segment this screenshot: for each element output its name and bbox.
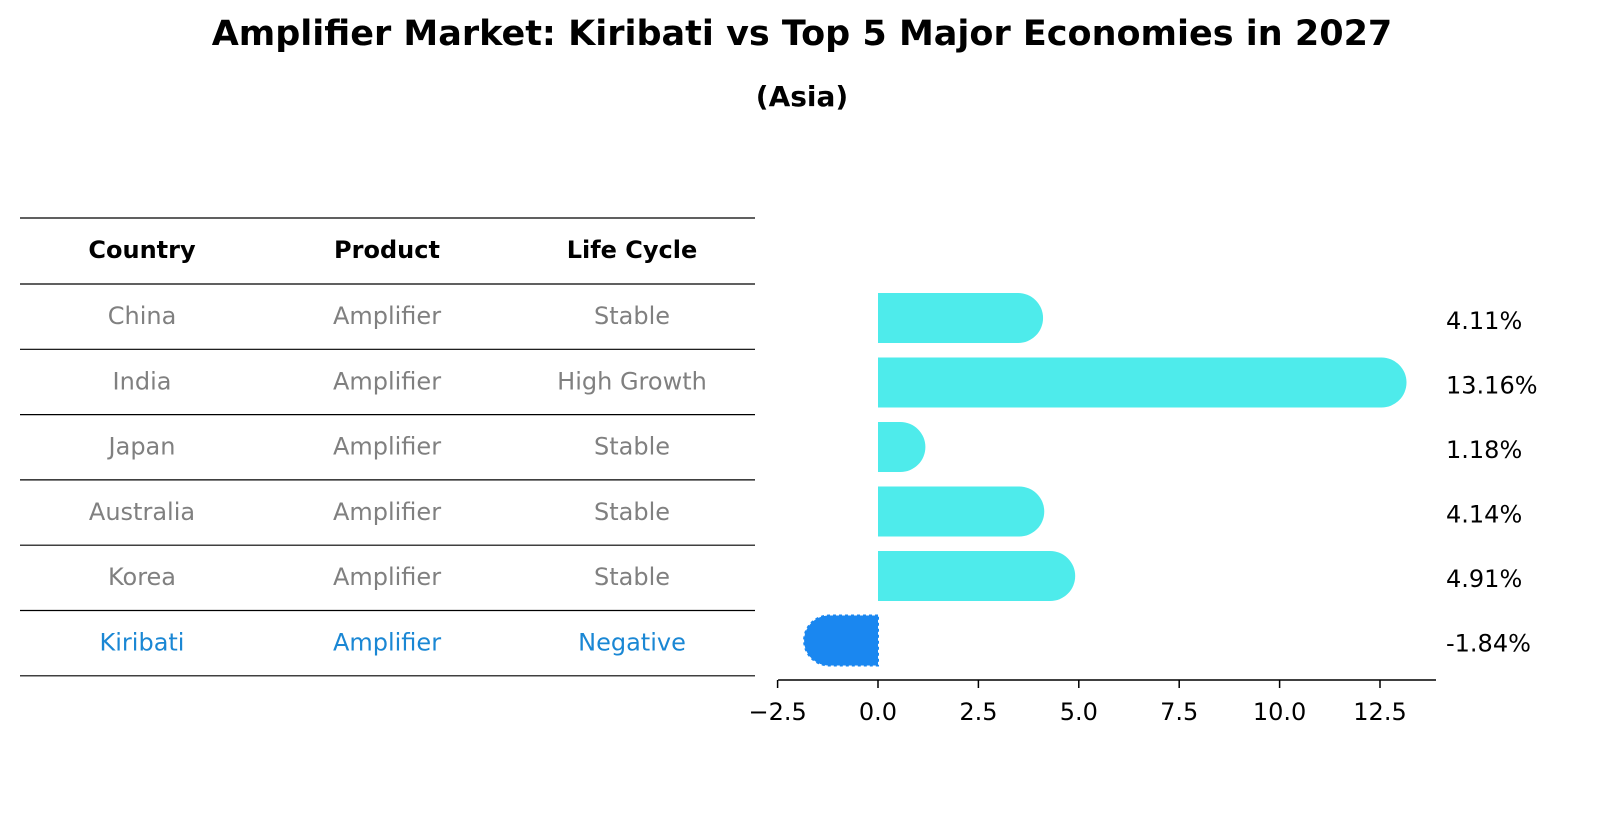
bar-india [878,357,1407,408]
table-cell-product: Amplifier [333,302,441,330]
table-header-life-cycle: Life Cycle [567,236,698,264]
bar-japan [878,422,926,472]
table-cell-product: Amplifier [333,433,441,461]
table-cell-life-cycle: Negative [578,629,686,657]
x-tick-label: 5.0 [1060,698,1098,726]
x-tick-label: 2.5 [959,698,997,726]
table-cell-product: Amplifier [333,367,441,395]
table-cell-country: India [113,367,172,395]
table-cell-life-cycle: Stable [594,302,670,330]
chart-title: Amplifier Market: Kiribati vs Top 5 Majo… [211,14,1393,54]
bar-china [878,293,1044,343]
x-tick-label: 10.0 [1253,698,1306,726]
data-table: Country Product Life Cycle China Amplifier St… [20,217,755,677]
value-label-australia: 4.14% [1446,501,1522,529]
x-tick-label: 12.5 [1353,698,1406,726]
table-cell-product: Amplifier [333,498,441,526]
value-label-japan: 1.18% [1446,436,1522,464]
table-cell-country: China [108,302,177,330]
value-label-kiribati: -1.84% [1446,630,1531,658]
value-label-india: 13.16% [1446,372,1538,400]
chart-subtitle: (Asia) [755,80,849,113]
table-cell-life-cycle: Stable [594,433,670,461]
bar-plot: 4.11% 13.16% 1.18% 4.14% 4.91% -1.84% [803,293,1538,667]
bar-australia [878,486,1045,537]
table-cell-country: Australia [89,498,195,526]
table-cell-product: Amplifier [333,629,441,657]
bar-korea [878,551,1076,601]
table-cell-life-cycle: High Growth [557,367,707,395]
x-tick-label: 7.5 [1160,698,1198,726]
table-cell-country: Japan [107,433,176,461]
x-tick-label: −2.5 [748,698,806,726]
value-label-china: 4.11% [1446,307,1522,335]
bar-kiribati [803,614,879,667]
x-axis: −2.5 0.0 2.5 5.0 7.5 10.0 12.5 [748,679,1436,726]
x-tick-label: 0.0 [859,698,897,726]
value-label-korea: 4.91% [1446,565,1522,593]
table-cell-country: Kiribati [100,629,185,657]
table-cell-product: Amplifier [333,563,441,591]
table-header-country: Country [88,236,196,264]
table-cell-life-cycle: Stable [594,563,670,591]
table-header-product: Product [334,236,440,264]
table-cell-country: Korea [108,563,176,591]
table-cell-life-cycle: Stable [594,498,670,526]
